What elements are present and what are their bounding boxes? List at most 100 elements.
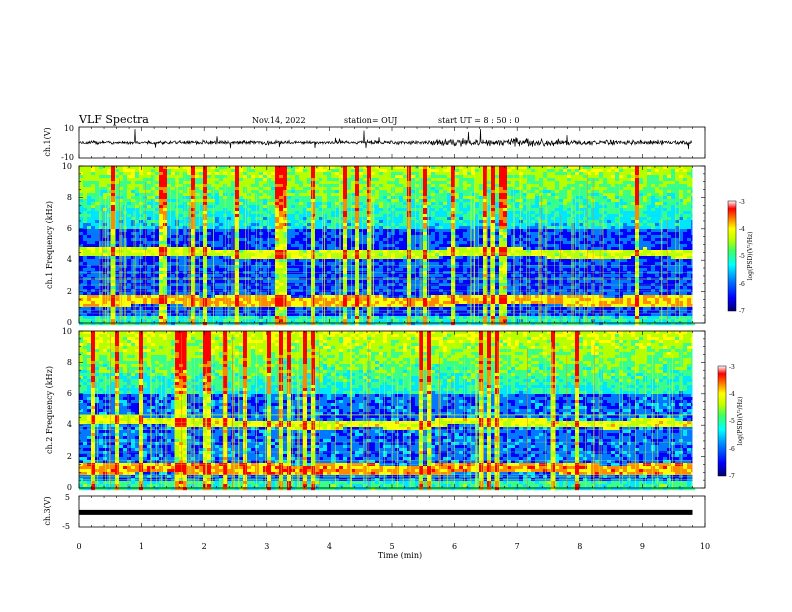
spectrogram-cell: [167, 259, 172, 263]
spectrogram-cell: [339, 307, 344, 311]
spectrogram-cell: [267, 223, 272, 227]
spectrogram-cell: [159, 271, 164, 275]
spectrogram-cell: [375, 217, 380, 221]
spectrogram-cell: [431, 301, 436, 305]
spectrogram-cell: [395, 172, 400, 176]
spectrogram-cell: [343, 223, 348, 227]
spectrogram-cell: [131, 226, 136, 230]
spectrogram-cell: [99, 274, 104, 278]
spectrogram-cell: [283, 220, 288, 224]
spectrogram-cell: [439, 178, 444, 182]
spectrogram-cell: [131, 316, 136, 320]
spectrogram-cell: [327, 301, 332, 305]
spectrogram-cell: [291, 178, 296, 182]
spectrogram-cell: [131, 259, 136, 263]
spectrogram-cell: [339, 262, 344, 266]
spectrogram-cell: [299, 316, 304, 320]
spectrogram-cell: [367, 202, 372, 206]
spectrogram-cell: [363, 196, 368, 200]
spectrogram-cell: [347, 250, 352, 254]
spectrogram-cell: [343, 271, 348, 275]
spectrogram-cell: [227, 184, 232, 188]
spectrogram-cell: [283, 280, 288, 284]
spectrogram-cell: [319, 178, 324, 182]
spectrogram-cell: [363, 283, 368, 287]
spectrogram-cell: [387, 202, 392, 206]
spectrogram-cell: [423, 250, 428, 254]
spectrogram-cell: [303, 241, 308, 245]
spectrogram-cell: [251, 211, 256, 215]
spectrogram-cell: [231, 214, 236, 218]
spectrogram-cell: [415, 205, 420, 209]
spectrogram-cell: [411, 232, 416, 236]
spectrogram-cell: [419, 295, 424, 299]
spectrogram-cell: [299, 223, 304, 227]
spectrogram-cell: [331, 256, 336, 260]
spectrogram-cell: [171, 295, 176, 299]
spectrogram-cell: [247, 214, 252, 218]
spectrogram-cell: [331, 175, 336, 179]
spectrogram-cell: [271, 172, 276, 176]
spectrogram-cell: [295, 211, 300, 215]
spectrogram-cell: [379, 319, 384, 323]
spectrogram-cell: [399, 202, 404, 206]
spectrogram-cell: [283, 229, 288, 233]
spectrogram-cell: [191, 271, 196, 275]
spectrogram-cell: [287, 244, 292, 248]
spectrogram-cell: [139, 271, 144, 275]
spectrogram-cell: [311, 271, 316, 275]
spectrogram-cell: [367, 301, 372, 305]
spectrogram-cell: [379, 247, 384, 251]
spectrogram-cell: [423, 199, 428, 203]
spectrogram-cell: [251, 166, 256, 170]
spectrogram-cell: [411, 256, 416, 260]
spectrogram-cell: [191, 286, 196, 290]
spectrogram-cell: [339, 259, 344, 263]
spectrogram-cell: [311, 241, 316, 245]
spectrogram-cell: [331, 295, 336, 299]
spectrogram-cell: [187, 196, 192, 200]
spectrogram-cell: [303, 199, 308, 203]
spectrogram-cell: [343, 211, 348, 215]
spectrogram-cell: [319, 244, 324, 248]
spectrogram-cell: [203, 196, 208, 200]
spectrogram-cell: [431, 226, 436, 230]
spectrogram-cell: [427, 262, 432, 266]
spectrogram-cell: [279, 313, 284, 317]
spectrogram-cell: [271, 271, 276, 275]
spectrogram-cell: [279, 256, 284, 260]
spectrogram-cell: [231, 310, 236, 314]
spectrogram-cell: [311, 223, 316, 227]
spectrogram-cell: [207, 205, 212, 209]
spectrogram-cell: [415, 223, 420, 227]
spectrogram-cell: [395, 316, 400, 320]
spectrogram-cell: [371, 190, 376, 194]
spectrogram-cell: [323, 196, 328, 200]
spectrogram-cell: [131, 235, 136, 239]
spectrogram-cell: [423, 202, 428, 206]
spectrogram-cell: [235, 175, 240, 179]
spectrogram-cell: [275, 250, 280, 254]
spectrogram-cell: [435, 244, 440, 248]
spectrogram-cell: [243, 199, 248, 203]
spectrogram-cell: [427, 238, 432, 242]
spectrogram-cell: [267, 226, 272, 230]
spectrogram-cell: [351, 217, 356, 221]
spectrogram-cell: [355, 274, 360, 278]
spectrogram-cell: [131, 289, 136, 293]
spectrogram-cell: [411, 250, 416, 254]
spectrogram-cell: [91, 220, 96, 224]
spectrogram-cell: [283, 304, 288, 308]
spectrogram-cell: [311, 262, 316, 266]
spectrogram-cell: [131, 193, 136, 197]
spectrogram-cell: [287, 301, 292, 305]
spectrogram-cell: [207, 181, 212, 185]
spectrogram-cell: [143, 259, 148, 263]
spectrogram-cell: [359, 184, 364, 188]
spectrogram-cell: [247, 268, 252, 272]
spectrogram-cell: [235, 229, 240, 233]
spectrogram-cell: [295, 193, 300, 197]
spectrogram-cell: [279, 316, 284, 320]
spectrogram-cell: [179, 208, 184, 212]
spectrogram-cell: [87, 169, 92, 173]
